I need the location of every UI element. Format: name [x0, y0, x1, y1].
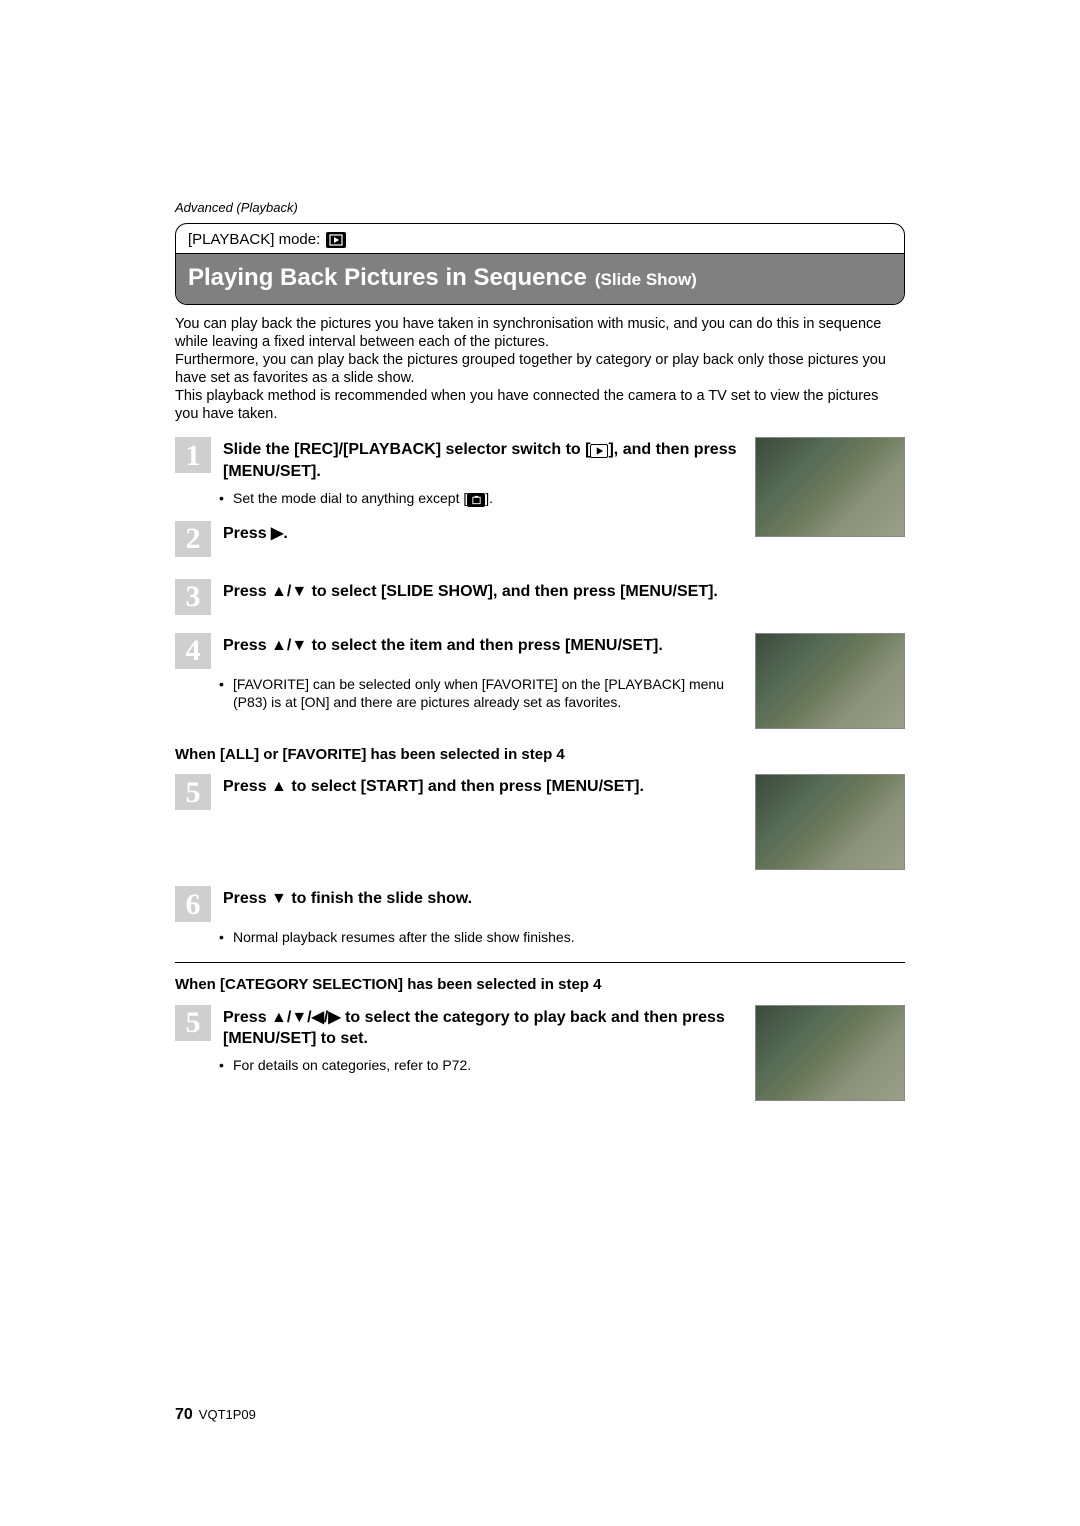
intro-p2: Furthermore, you can play back the pictu…: [175, 351, 905, 387]
step-4-note-1: [FAVORITE] can be selected only when [FA…: [219, 675, 741, 711]
step-5b-block: 5 Press ▲/▼/◀/▶ to select the category t…: [175, 1005, 905, 1101]
title-main: Playing Back Pictures in Sequence: [188, 262, 587, 293]
intro-p3: This playback method is recommended when…: [175, 387, 905, 423]
step-number-5b: 5: [175, 1005, 211, 1041]
step-number-1: 1: [175, 437, 211, 473]
page-footer: 70 VQT1P09: [175, 1405, 256, 1426]
step-5a: 5 Press ▲ to select [START] and then pre…: [175, 774, 741, 810]
thumbnail-4: [755, 1005, 905, 1101]
step-5b-notes: For details on categories, refer to P72.: [175, 1056, 741, 1074]
step-1-notes: Set the mode dial to anything except [].: [175, 489, 741, 507]
intro-text: You can play back the pictures you have …: [175, 315, 905, 424]
thumbnail-2: [755, 633, 905, 729]
thumbnail-1: [755, 437, 905, 537]
mode-label: [PLAYBACK] mode:: [188, 230, 320, 250]
thumbnail-3: [755, 774, 905, 870]
page-title: Playing Back Pictures in Sequence (Slide…: [176, 253, 904, 303]
step-1: 1 Slide the [REC]/[PLAYBACK] selector sw…: [175, 437, 741, 482]
step-5b: 5 Press ▲/▼/◀/▶ to select the category t…: [175, 1005, 741, 1050]
when-all-favorite: When [ALL] or [FAVORITE] has been select…: [175, 745, 905, 765]
step-4-notes: [FAVORITE] can be selected only when [FA…: [175, 675, 741, 711]
step-1-note-text-b: .: [489, 490, 493, 506]
step-1-note-1: Set the mode dial to anything except [].: [219, 489, 741, 507]
step-3-title: Press ▲/▼ to select [SLIDE SHOW], and th…: [223, 581, 905, 603]
playback-mode-icon: [326, 232, 346, 248]
title-sub: (Slide Show): [595, 269, 697, 291]
step-number-5a: 5: [175, 774, 211, 810]
step-1-note-text-a: Set the mode dial to anything except: [233, 490, 463, 506]
step-1-title-a: Slide the [REC]/[PLAYBACK] selector swit…: [223, 441, 581, 458]
doc-code: VQT1P09: [199, 1407, 256, 1424]
step-5a-title: Press ▲ to select [START] and then press…: [223, 776, 741, 798]
divider: [175, 962, 905, 963]
step-4: 4 Press ▲/▼ to select the item and then …: [175, 633, 741, 669]
title-block: [PLAYBACK] mode: Playing Back Pictures i…: [175, 223, 905, 305]
step-6: 6 Press ▼ to finish the slide show.: [175, 886, 905, 922]
playback-inline-icon: [590, 444, 608, 458]
step-1-block: 1 Slide the [REC]/[PLAYBACK] selector sw…: [175, 437, 905, 562]
step-3: 3 Press ▲/▼ to select [SLIDE SHOW], and …: [175, 579, 905, 615]
mode-row: [PLAYBACK] mode:: [176, 224, 904, 254]
step-5a-block: 5 Press ▲ to select [START] and then pre…: [175, 774, 905, 870]
section-header: Advanced (Playback): [175, 200, 905, 217]
step-number-3: 3: [175, 579, 211, 615]
step-2-title: Press ▶.: [223, 523, 741, 545]
step-number-4: 4: [175, 633, 211, 669]
when-category: When [CATEGORY SELECTION] has been selec…: [175, 975, 905, 995]
intro-p1: You can play back the pictures you have …: [175, 315, 905, 351]
clipboard-mode-icon: [467, 493, 485, 507]
step-2: 2 Press ▶.: [175, 521, 741, 557]
step-number-2: 2: [175, 521, 211, 557]
page-number: 70: [175, 1405, 193, 1426]
step-4-title: Press ▲/▼ to select the item and then pr…: [223, 635, 741, 657]
step-4-block: 4 Press ▲/▼ to select the item and then …: [175, 633, 905, 729]
step-6-note-1: Normal playback resumes after the slide …: [219, 928, 905, 946]
step-5b-title: Press ▲/▼/◀/▶ to select the category to …: [223, 1007, 741, 1050]
step-number-6: 6: [175, 886, 211, 922]
step-5b-note-1: For details on categories, refer to P72.: [219, 1056, 741, 1074]
step-6-notes: Normal playback resumes after the slide …: [175, 928, 905, 946]
step-1-title: Slide the [REC]/[PLAYBACK] selector swit…: [223, 439, 741, 482]
step-6-title: Press ▼ to finish the slide show.: [223, 888, 905, 910]
